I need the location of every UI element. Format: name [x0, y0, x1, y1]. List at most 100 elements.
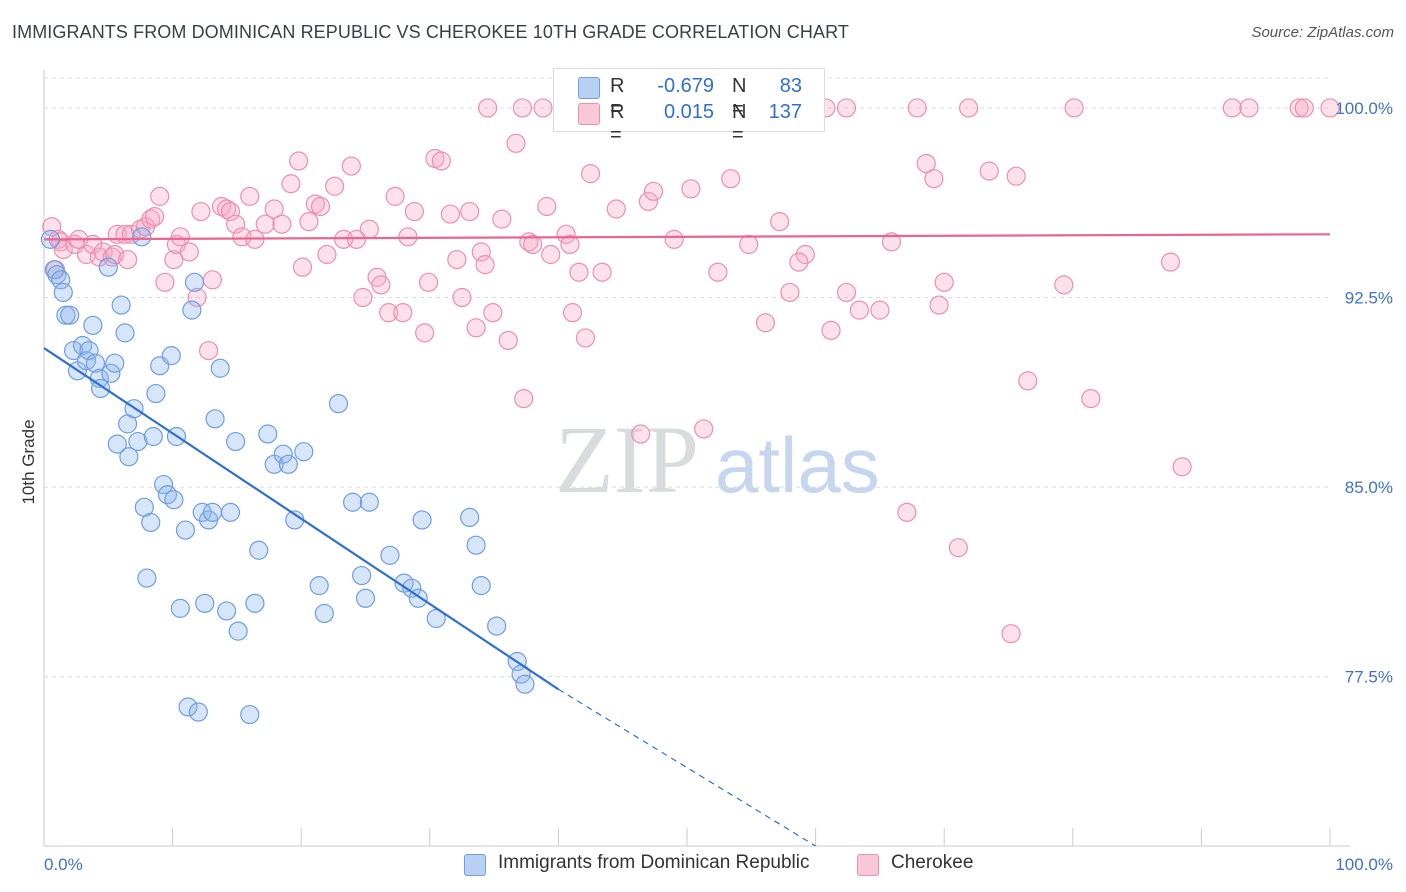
data-point-dominican	[182, 300, 202, 320]
data-point-cherokee	[1018, 371, 1038, 391]
data-point-dominican	[119, 447, 139, 467]
data-point-dominican	[226, 431, 246, 452]
data-point-cherokee	[226, 214, 246, 234]
data-point-cherokee	[1239, 98, 1259, 118]
y-tick-label: 77.5%	[1345, 668, 1393, 687]
legend-n-label: N =	[732, 75, 747, 120]
data-point-dominican	[412, 510, 432, 530]
data-point-cherokee	[53, 239, 73, 260]
data-point-cherokee	[1001, 624, 1021, 644]
data-point-cherokee	[191, 201, 211, 222]
data-point-cherokee	[506, 133, 526, 153]
data-point-dominican	[53, 282, 73, 303]
data-point-cherokee	[478, 98, 498, 118]
data-point-cherokee	[681, 179, 701, 199]
legend-swatch-blue	[464, 854, 486, 876]
data-point-dominican	[343, 492, 363, 512]
data-point-cherokee	[916, 153, 936, 174]
data-point-cherokee	[1222, 98, 1242, 118]
data-point-cherokee	[272, 214, 292, 234]
data-point-cherokee	[341, 156, 361, 176]
data-point-dominican	[402, 578, 422, 598]
data-point-cherokee	[541, 244, 561, 265]
data-point-cherokee	[907, 98, 927, 118]
data-point-dominican	[515, 674, 535, 694]
data-point-dominican	[164, 490, 184, 510]
data-point-cherokee	[1294, 98, 1314, 118]
data-point-cherokee	[897, 502, 917, 522]
data-point-cherokee	[849, 300, 869, 320]
data-point-dominican	[202, 502, 223, 522]
legend-n-value: 83	[779, 75, 802, 97]
data-point-cherokee	[460, 201, 480, 222]
data-point-dominican	[487, 616, 507, 636]
data-point-cherokee	[638, 191, 659, 212]
legend-swatch-pink	[857, 854, 879, 876]
data-point-dominican	[240, 704, 260, 725]
data-point-cherokee	[93, 242, 113, 262]
data-point-cherokee	[1172, 457, 1192, 477]
data-point-dominican	[210, 358, 230, 378]
legend-r-label: R =	[610, 101, 625, 146]
trend-extension-dominican	[558, 688, 816, 847]
data-point-cherokee	[371, 275, 391, 295]
data-point-cherokee	[694, 419, 714, 439]
data-point-dominican	[328, 394, 349, 414]
data-point-cherokee	[385, 186, 405, 206]
data-point-dominican	[220, 502, 241, 522]
data-point-dominican	[153, 474, 174, 495]
data-point-cherokee	[471, 242, 491, 262]
data-point-dominican	[355, 588, 376, 608]
data-point-cherokee	[418, 272, 439, 292]
x-tick-label: 0.0%	[44, 855, 83, 874]
data-point-cherokee	[144, 207, 165, 227]
data-point-dominican	[105, 353, 125, 373]
watermark-zip: ZIP	[555, 406, 699, 513]
data-point-dominican	[273, 444, 293, 464]
data-point-cherokee	[431, 151, 451, 171]
data-point-cherokee	[310, 196, 331, 217]
data-point-dominican	[205, 409, 225, 429]
y-tick-label: 92.5%	[1345, 288, 1393, 307]
data-point-cherokee	[881, 232, 902, 252]
data-point-dominican	[83, 315, 103, 335]
x-tick-label: 100.0%	[1335, 855, 1393, 874]
data-point-dominican	[195, 593, 215, 613]
data-point-cherokee	[325, 176, 345, 196]
data-point-cherokee	[1320, 98, 1340, 118]
data-point-cherokee	[475, 255, 495, 275]
data-point-cherokee	[631, 424, 651, 444]
data-point-dominican	[466, 535, 486, 555]
data-point-dominican	[157, 485, 178, 505]
data-point-dominican	[90, 378, 111, 399]
data-point-cherokee	[492, 209, 512, 229]
data-point-cherokee	[537, 196, 557, 217]
data-point-cherokee	[187, 287, 207, 308]
data-point-dominican	[245, 593, 265, 613]
data-point-cherokee	[199, 340, 219, 361]
data-point-cherokee	[708, 262, 728, 282]
data-point-cherokee	[415, 323, 435, 343]
data-point-cherokee	[780, 282, 800, 303]
legend-r-value: 0.015	[663, 101, 714, 123]
data-point-dominican	[101, 363, 121, 383]
data-point-dominican	[51, 270, 71, 290]
legend-swatch-blue	[578, 77, 600, 99]
data-point-dominican	[170, 598, 190, 618]
data-point-cherokee	[836, 98, 857, 118]
data-point-cherokee	[117, 249, 138, 270]
data-point-cherokee	[1160, 252, 1181, 272]
watermark: ZIP atlas	[555, 406, 880, 513]
data-point-dominican	[128, 431, 148, 452]
data-point-cherokee	[452, 287, 472, 308]
data-point-cherokee	[979, 161, 999, 181]
data-point-dominican	[249, 540, 269, 560]
data-point-dominican	[146, 383, 166, 404]
data-point-dominican	[380, 545, 400, 565]
data-point-cherokee	[959, 98, 979, 118]
legend-n-value: 137	[768, 101, 802, 123]
data-point-dominican	[111, 295, 131, 315]
data-point-cherokee	[556, 224, 576, 244]
data-point-cherokee	[440, 204, 460, 224]
